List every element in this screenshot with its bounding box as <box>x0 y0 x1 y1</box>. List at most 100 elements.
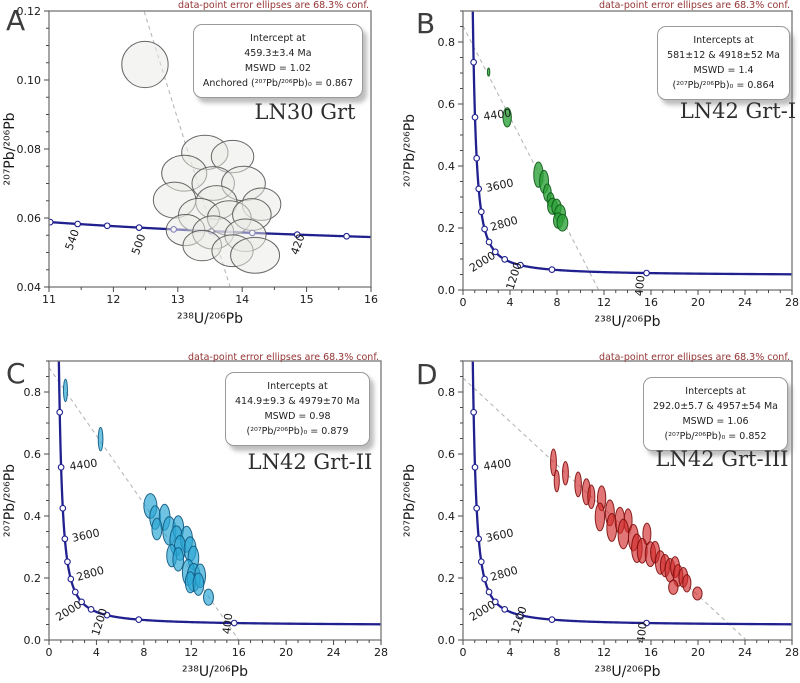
svg-text:28: 28 <box>785 646 799 659</box>
stat-line: (²⁰⁷Pb/²⁰⁶Pb)₀ = 0.852 <box>664 431 767 442</box>
svg-text:400: 400 <box>635 622 650 644</box>
svg-text:15: 15 <box>300 293 314 306</box>
svg-text:12: 12 <box>106 293 120 306</box>
svg-text:24: 24 <box>327 646 341 659</box>
stat-line: (²⁰⁷Pb/²⁰⁶Pb)₀ = 0.864 <box>672 80 775 91</box>
panel-d: 4400 3600 2800 2000 1200 400 0 4 8 12 16 20 24 28 0.0 0… <box>400 341 800 683</box>
stats-box-d: Intercepts at 292.0±5.7 & 4957±54 Ma MSW… <box>643 377 788 451</box>
svg-text:²⁰⁷Pb/²⁰⁶Pb: ²⁰⁷Pb/²⁰⁶Pb <box>402 464 418 537</box>
panel-b: 4400 3600 2800 2000 1200 400 0 4 8 12 16 20 24 28 0.0 0… <box>400 0 800 341</box>
svg-text:0.4: 0.4 <box>24 510 42 523</box>
stats-box-b: Intercepts at 581±12 & 4918±52 Ma MSWD =… <box>657 26 790 100</box>
svg-text:4: 4 <box>507 296 514 309</box>
svg-text:16: 16 <box>232 646 246 659</box>
svg-text:0.6: 0.6 <box>24 448 42 461</box>
svg-text:3600: 3600 <box>485 176 515 195</box>
stats-box-a: Intercept at 459.3±3.4 Ma MSWD = 1.02 An… <box>192 24 363 98</box>
stat-line: 414.9±9.3 & 4979±70 Ma <box>235 396 360 407</box>
panel-letter-d: D <box>416 358 438 391</box>
svg-text:4: 4 <box>507 646 514 659</box>
svg-text:16: 16 <box>644 646 658 659</box>
svg-text:12: 12 <box>184 646 198 659</box>
svg-text:²⁰⁷Pb/²⁰⁶Pb: ²⁰⁷Pb/²⁰⁶Pb <box>2 464 18 537</box>
stat-line: 292.0±5.7 & 4957±54 Ma <box>653 401 778 412</box>
panel-a: 540 500 420 11 12 13 14 15 16 0.04 0.06 0.08 0.10 0.1… <box>0 0 400 341</box>
svg-text:24: 24 <box>738 646 752 659</box>
stat-line: MSWD = 1.02 <box>244 63 311 74</box>
svg-text:4400: 4400 <box>69 456 99 473</box>
svg-text:0.8: 0.8 <box>438 36 456 49</box>
svg-text:0.08: 0.08 <box>17 143 42 156</box>
svg-text:0.2: 0.2 <box>438 222 456 235</box>
confidence-note: data-point error ellipses are 68.3% conf… <box>599 352 790 363</box>
svg-text:²⁰⁷Pb/²⁰⁶Pb: ²⁰⁷Pb/²⁰⁶Pb <box>2 112 18 185</box>
svg-text:0: 0 <box>460 646 467 659</box>
svg-text:8: 8 <box>554 296 561 309</box>
svg-text:3600: 3600 <box>71 526 101 545</box>
svg-text:0.6: 0.6 <box>438 98 456 111</box>
svg-text:12: 12 <box>597 296 611 309</box>
svg-text:400: 400 <box>633 275 648 297</box>
panel-letter-b: B <box>416 7 436 40</box>
svg-text:400: 400 <box>220 613 235 635</box>
svg-text:16: 16 <box>644 296 658 309</box>
svg-text:0.4: 0.4 <box>438 160 456 173</box>
svg-text:0.6: 0.6 <box>438 448 456 461</box>
svg-text:28: 28 <box>374 646 388 659</box>
svg-text:8: 8 <box>140 646 147 659</box>
svg-text:0: 0 <box>460 296 467 309</box>
svg-text:4400: 4400 <box>483 106 513 123</box>
sample-label-b: LN42 Grt-I <box>679 99 797 123</box>
svg-text:0.0: 0.0 <box>24 634 42 647</box>
svg-text:0.04: 0.04 <box>17 281 42 294</box>
svg-text:11: 11 <box>42 293 56 306</box>
svg-text:12: 12 <box>597 646 611 659</box>
svg-text:4400: 4400 <box>483 456 513 473</box>
stat-line: Intercept at <box>250 33 306 44</box>
svg-text:4: 4 <box>93 646 100 659</box>
svg-text:0.2: 0.2 <box>438 572 456 585</box>
svg-text:14: 14 <box>235 293 249 306</box>
svg-text:24: 24 <box>738 296 752 309</box>
svg-text:0.8: 0.8 <box>24 386 42 399</box>
svg-text:²⁰⁷Pb/²⁰⁶Pb: ²⁰⁷Pb/²⁰⁶Pb <box>402 114 418 187</box>
stat-line: Intercepts at <box>685 386 746 397</box>
stat-line: Intercepts at <box>693 35 754 46</box>
panel-letter-c: C <box>6 357 26 390</box>
svg-text:0.12: 0.12 <box>17 5 42 18</box>
stat-line: MSWD = 0.98 <box>264 411 331 422</box>
sample-label-d: LN42 Grt-III <box>655 447 789 471</box>
svg-text:²³⁸U/²⁰⁶Pb: ²³⁸U/²⁰⁶Pb <box>182 664 248 680</box>
confidence-note: data-point error ellipses are 68.3% conf… <box>178 0 369 11</box>
stat-line: (²⁰⁷Pb/²⁰⁶Pb)₀ = 0.879 <box>246 426 349 437</box>
stat-line: 581±12 & 4918±52 Ma <box>667 50 780 61</box>
svg-text:3600: 3600 <box>485 526 515 545</box>
svg-text:20: 20 <box>279 646 293 659</box>
svg-text:0.0: 0.0 <box>438 634 456 647</box>
svg-text:8: 8 <box>554 646 561 659</box>
svg-text:²³⁸U/²⁰⁶Pb: ²³⁸U/²⁰⁶Pb <box>595 314 661 330</box>
stat-line: 459.3±3.4 Ma <box>244 48 312 59</box>
svg-text:²³⁸U/²⁰⁶Pb: ²³⁸U/²⁰⁶Pb <box>595 664 661 680</box>
svg-text:0.4: 0.4 <box>438 510 456 523</box>
stat-line: Anchored (²⁰⁷Pb/²⁰⁶Pb)₀ = 0.867 <box>202 78 353 89</box>
stat-line: Intercepts at <box>267 381 328 392</box>
stat-line: MSWD = 1.4 <box>693 65 754 76</box>
stat-line: MSWD = 1.06 <box>682 416 749 427</box>
confidence-note: data-point error ellipses are 68.3% conf… <box>188 352 379 363</box>
svg-text:16: 16 <box>364 293 378 306</box>
panel-letter-a: A <box>6 4 26 37</box>
svg-text:0.10: 0.10 <box>17 74 42 87</box>
sample-label-c: LN42 Grt-II <box>247 450 373 474</box>
svg-text:0: 0 <box>46 646 53 659</box>
svg-text:20: 20 <box>691 646 705 659</box>
svg-text:0.2: 0.2 <box>24 572 42 585</box>
svg-text:0.0: 0.0 <box>438 284 456 297</box>
svg-text:²³⁸U/²⁰⁶Pb: ²³⁸U/²⁰⁶Pb <box>177 311 243 327</box>
svg-text:28: 28 <box>785 296 799 309</box>
confidence-note: data-point error ellipses are 68.3% conf… <box>599 0 790 11</box>
svg-text:0.8: 0.8 <box>438 386 456 399</box>
svg-text:0.06: 0.06 <box>17 212 42 225</box>
panel-c: 4400 3600 2800 2000 1200 400 0 4 8 12 16 20 24 28 0.0 0… <box>0 341 400 683</box>
